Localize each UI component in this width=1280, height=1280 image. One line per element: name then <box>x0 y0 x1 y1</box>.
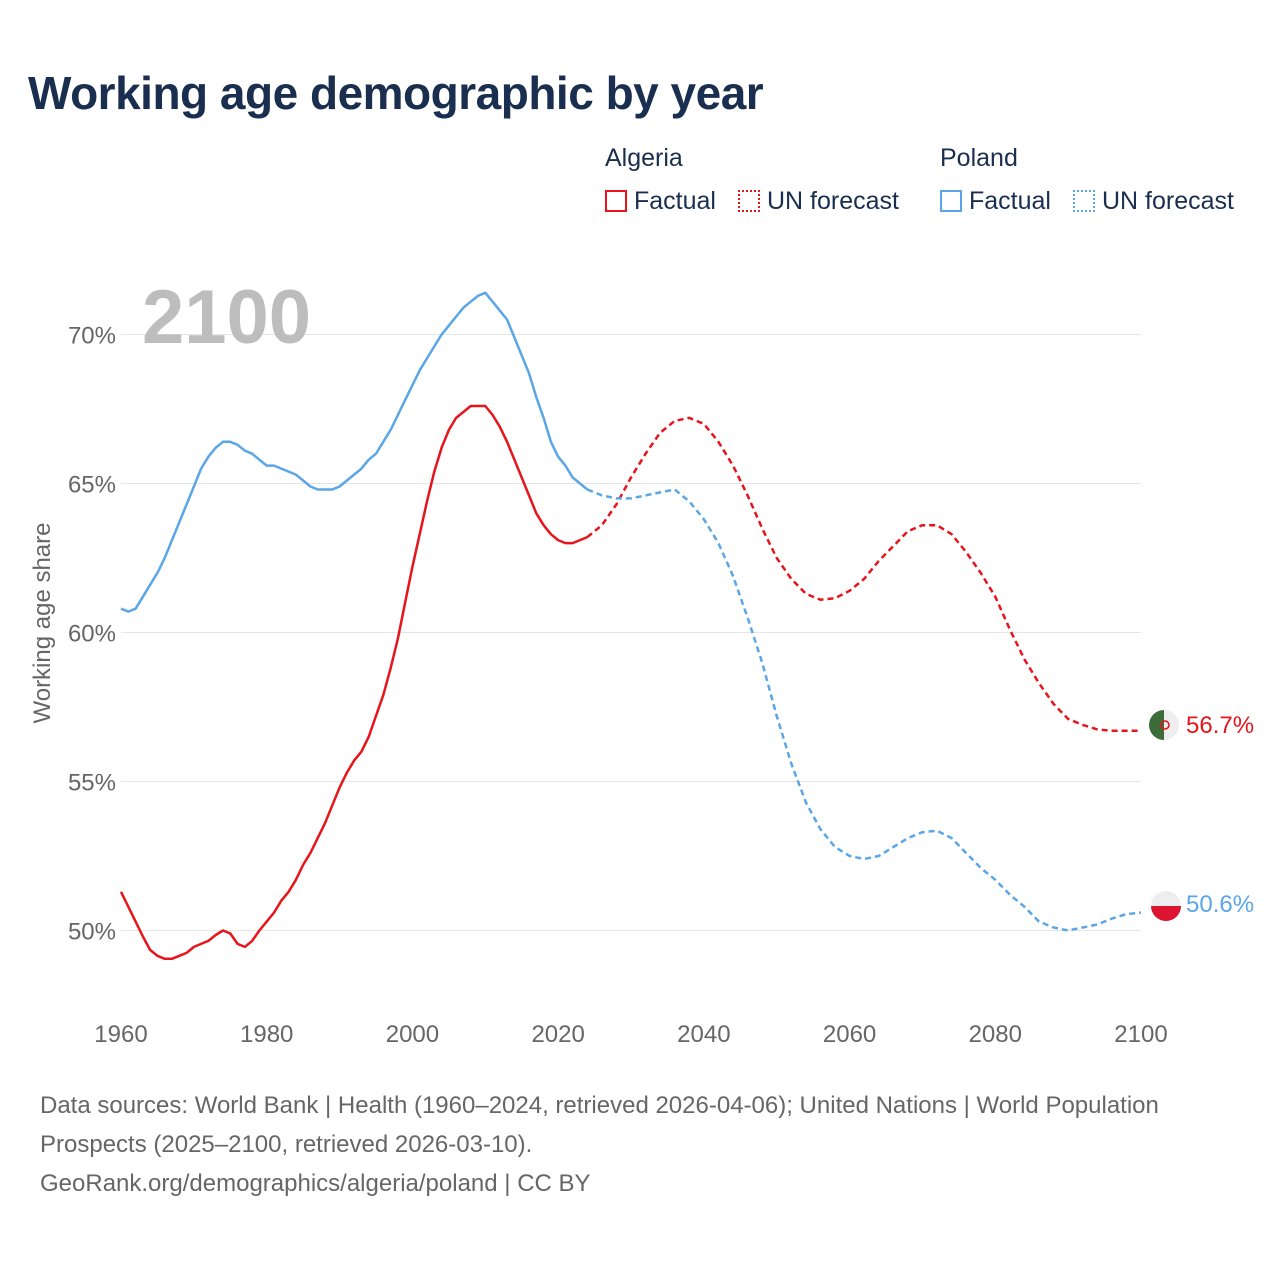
x-tick-label-2000: 2000 <box>386 1021 439 1048</box>
poland-end-label: 50.6% <box>1186 891 1254 918</box>
legend-group-algeria: Algeria <box>605 144 683 172</box>
algeria-forecast-line <box>586 416 1141 733</box>
legend-poland-forecast[interactable]: UN forecast <box>1073 186 1234 216</box>
legend-poland-forecast-swatch <box>1073 190 1095 212</box>
x-tick-label-1960: 1960 <box>94 1021 147 1048</box>
poland-factual-line <box>120 291 589 613</box>
legend-poland-factual[interactable]: Factual <box>940 186 1051 216</box>
year-watermark: 2100 <box>142 275 311 360</box>
poland-flag-icon <box>1151 891 1181 921</box>
y-tick-label-50: 50% <box>68 919 116 946</box>
y-axis-ticks: 50% 55% 60% 65% 70% <box>68 323 116 946</box>
legend-poland-factual-swatch <box>940 190 962 212</box>
legend-algeria-factual-label: Factual <box>634 186 716 215</box>
x-tick-label-1980: 1980 <box>240 1021 293 1048</box>
x-tick-label-2100: 2100 <box>1114 1021 1167 1048</box>
x-axis-ticks: 1960 1980 2000 2020 2040 2060 2080 2100 <box>94 1021 1167 1048</box>
legend-algeria-forecast-label: UN forecast <box>767 186 899 215</box>
legend-poland-factual-label: Factual <box>969 186 1051 215</box>
legend-poland-forecast-label: UN forecast <box>1102 186 1234 215</box>
algeria-factual-line <box>119 404 588 961</box>
algeria-flag-icon <box>1149 710 1179 740</box>
y-tick-label-60: 60% <box>68 621 116 648</box>
footer-sources: Data sources: World Bank | Health (1960–… <box>40 1092 1159 1158</box>
y-tick-label-55: 55% <box>68 770 116 797</box>
legend-group-poland: Poland <box>940 144 1018 172</box>
y-axis-label: Working age share <box>29 523 56 724</box>
footer-credit: GeoRank.org/demographics/algeria/poland … <box>40 1170 591 1197</box>
algeria-end-label: 56.7% <box>1186 712 1254 739</box>
x-tick-label-2040: 2040 <box>677 1021 730 1048</box>
legend-algeria-forecast[interactable]: UN forecast <box>738 186 899 216</box>
x-tick-label-2060: 2060 <box>823 1021 876 1048</box>
grid-lines <box>121 334 1141 931</box>
legend-algeria-forecast-swatch <box>738 190 760 212</box>
y-tick-label-65: 65% <box>68 472 116 499</box>
y-tick-label-70: 70% <box>68 323 116 350</box>
series-lines <box>119 291 1142 961</box>
x-tick-label-2080: 2080 <box>969 1021 1022 1048</box>
legend-algeria-factual[interactable]: Factual <box>605 186 716 216</box>
legend-algeria-factual-swatch <box>605 190 627 212</box>
x-tick-label-2020: 2020 <box>531 1021 584 1048</box>
chart-title: Working age demographic by year <box>28 67 764 119</box>
